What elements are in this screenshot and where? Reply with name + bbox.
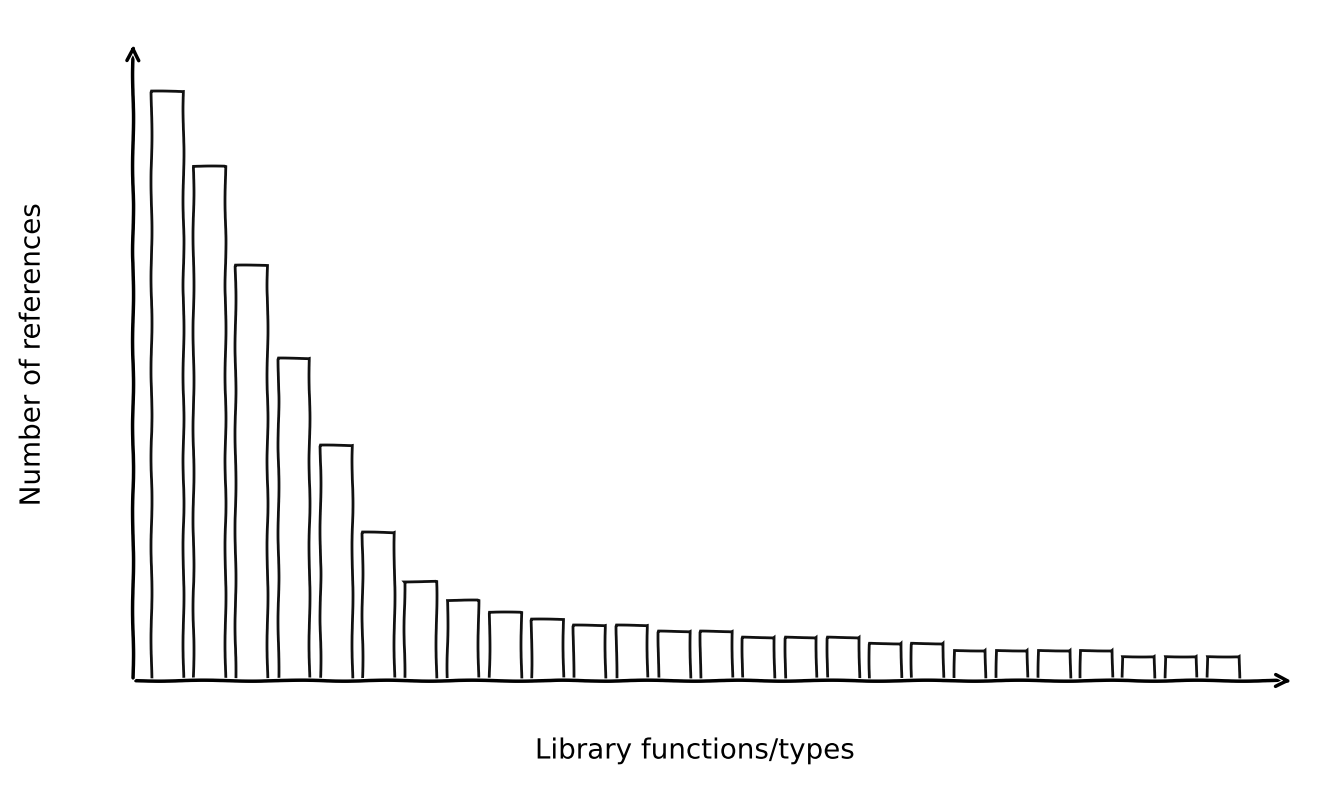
Bar — [954, 649, 985, 681]
Bar — [320, 445, 352, 681]
Bar — [1038, 649, 1069, 681]
Bar — [531, 619, 563, 681]
Text: Number of references: Number of references — [17, 204, 45, 506]
Bar — [278, 358, 309, 681]
Bar — [151, 91, 183, 681]
Bar — [1165, 656, 1197, 681]
Bar — [911, 644, 943, 681]
Bar — [194, 166, 224, 681]
Bar — [1122, 656, 1154, 681]
Text: Library functions/types: Library functions/types — [535, 736, 855, 765]
Bar — [616, 625, 647, 681]
Bar — [996, 649, 1028, 681]
Bar — [742, 638, 774, 681]
Bar — [363, 532, 394, 681]
Bar — [489, 612, 521, 681]
Bar — [700, 631, 732, 681]
Bar — [869, 644, 900, 681]
Bar — [1207, 656, 1239, 681]
Bar — [405, 581, 436, 681]
Bar — [657, 631, 689, 681]
Bar — [446, 600, 478, 681]
Bar — [235, 265, 267, 681]
Bar — [1080, 649, 1112, 681]
Bar — [785, 638, 817, 681]
Bar — [574, 625, 606, 681]
Bar — [827, 638, 858, 681]
